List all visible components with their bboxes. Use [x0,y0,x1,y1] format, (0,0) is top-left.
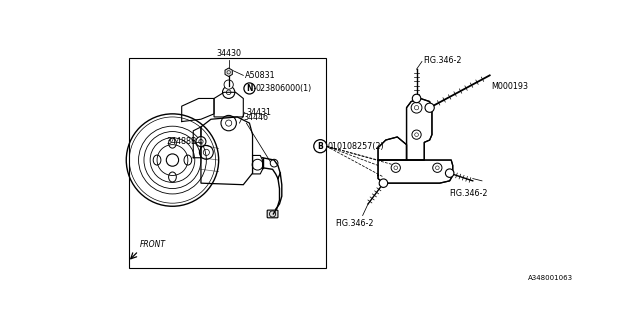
Text: FIG.346-2: FIG.346-2 [449,188,488,197]
Polygon shape [406,99,432,160]
Polygon shape [378,137,406,160]
Text: A50831: A50831 [245,71,275,80]
Text: B: B [317,142,323,151]
Text: FRONT: FRONT [140,240,166,249]
Circle shape [314,140,327,153]
Polygon shape [378,160,452,183]
Text: 34488B: 34488B [166,137,197,146]
Text: FIG.346-2: FIG.346-2 [424,56,462,65]
Text: N: N [246,84,253,93]
Text: 34431: 34431 [246,108,271,117]
Circle shape [224,80,234,89]
Circle shape [412,130,421,139]
Circle shape [166,154,179,166]
Circle shape [412,94,420,103]
Circle shape [196,137,206,147]
Text: M000193: M000193 [492,82,528,91]
Circle shape [380,179,388,188]
Circle shape [244,83,255,94]
Text: 023806000(1): 023806000(1) [255,84,312,93]
Circle shape [391,163,401,172]
Text: 010108257(2): 010108257(2) [328,142,385,151]
Circle shape [425,103,435,112]
Bar [129,59,326,268]
Text: 34446: 34446 [243,113,268,122]
Circle shape [445,169,454,177]
Circle shape [411,102,422,113]
Circle shape [433,163,442,172]
Text: FIG.346-2: FIG.346-2 [336,219,374,228]
Text: 34430: 34430 [216,49,241,59]
Text: A348001063: A348001063 [528,275,573,281]
Polygon shape [225,68,232,76]
FancyBboxPatch shape [267,210,278,218]
